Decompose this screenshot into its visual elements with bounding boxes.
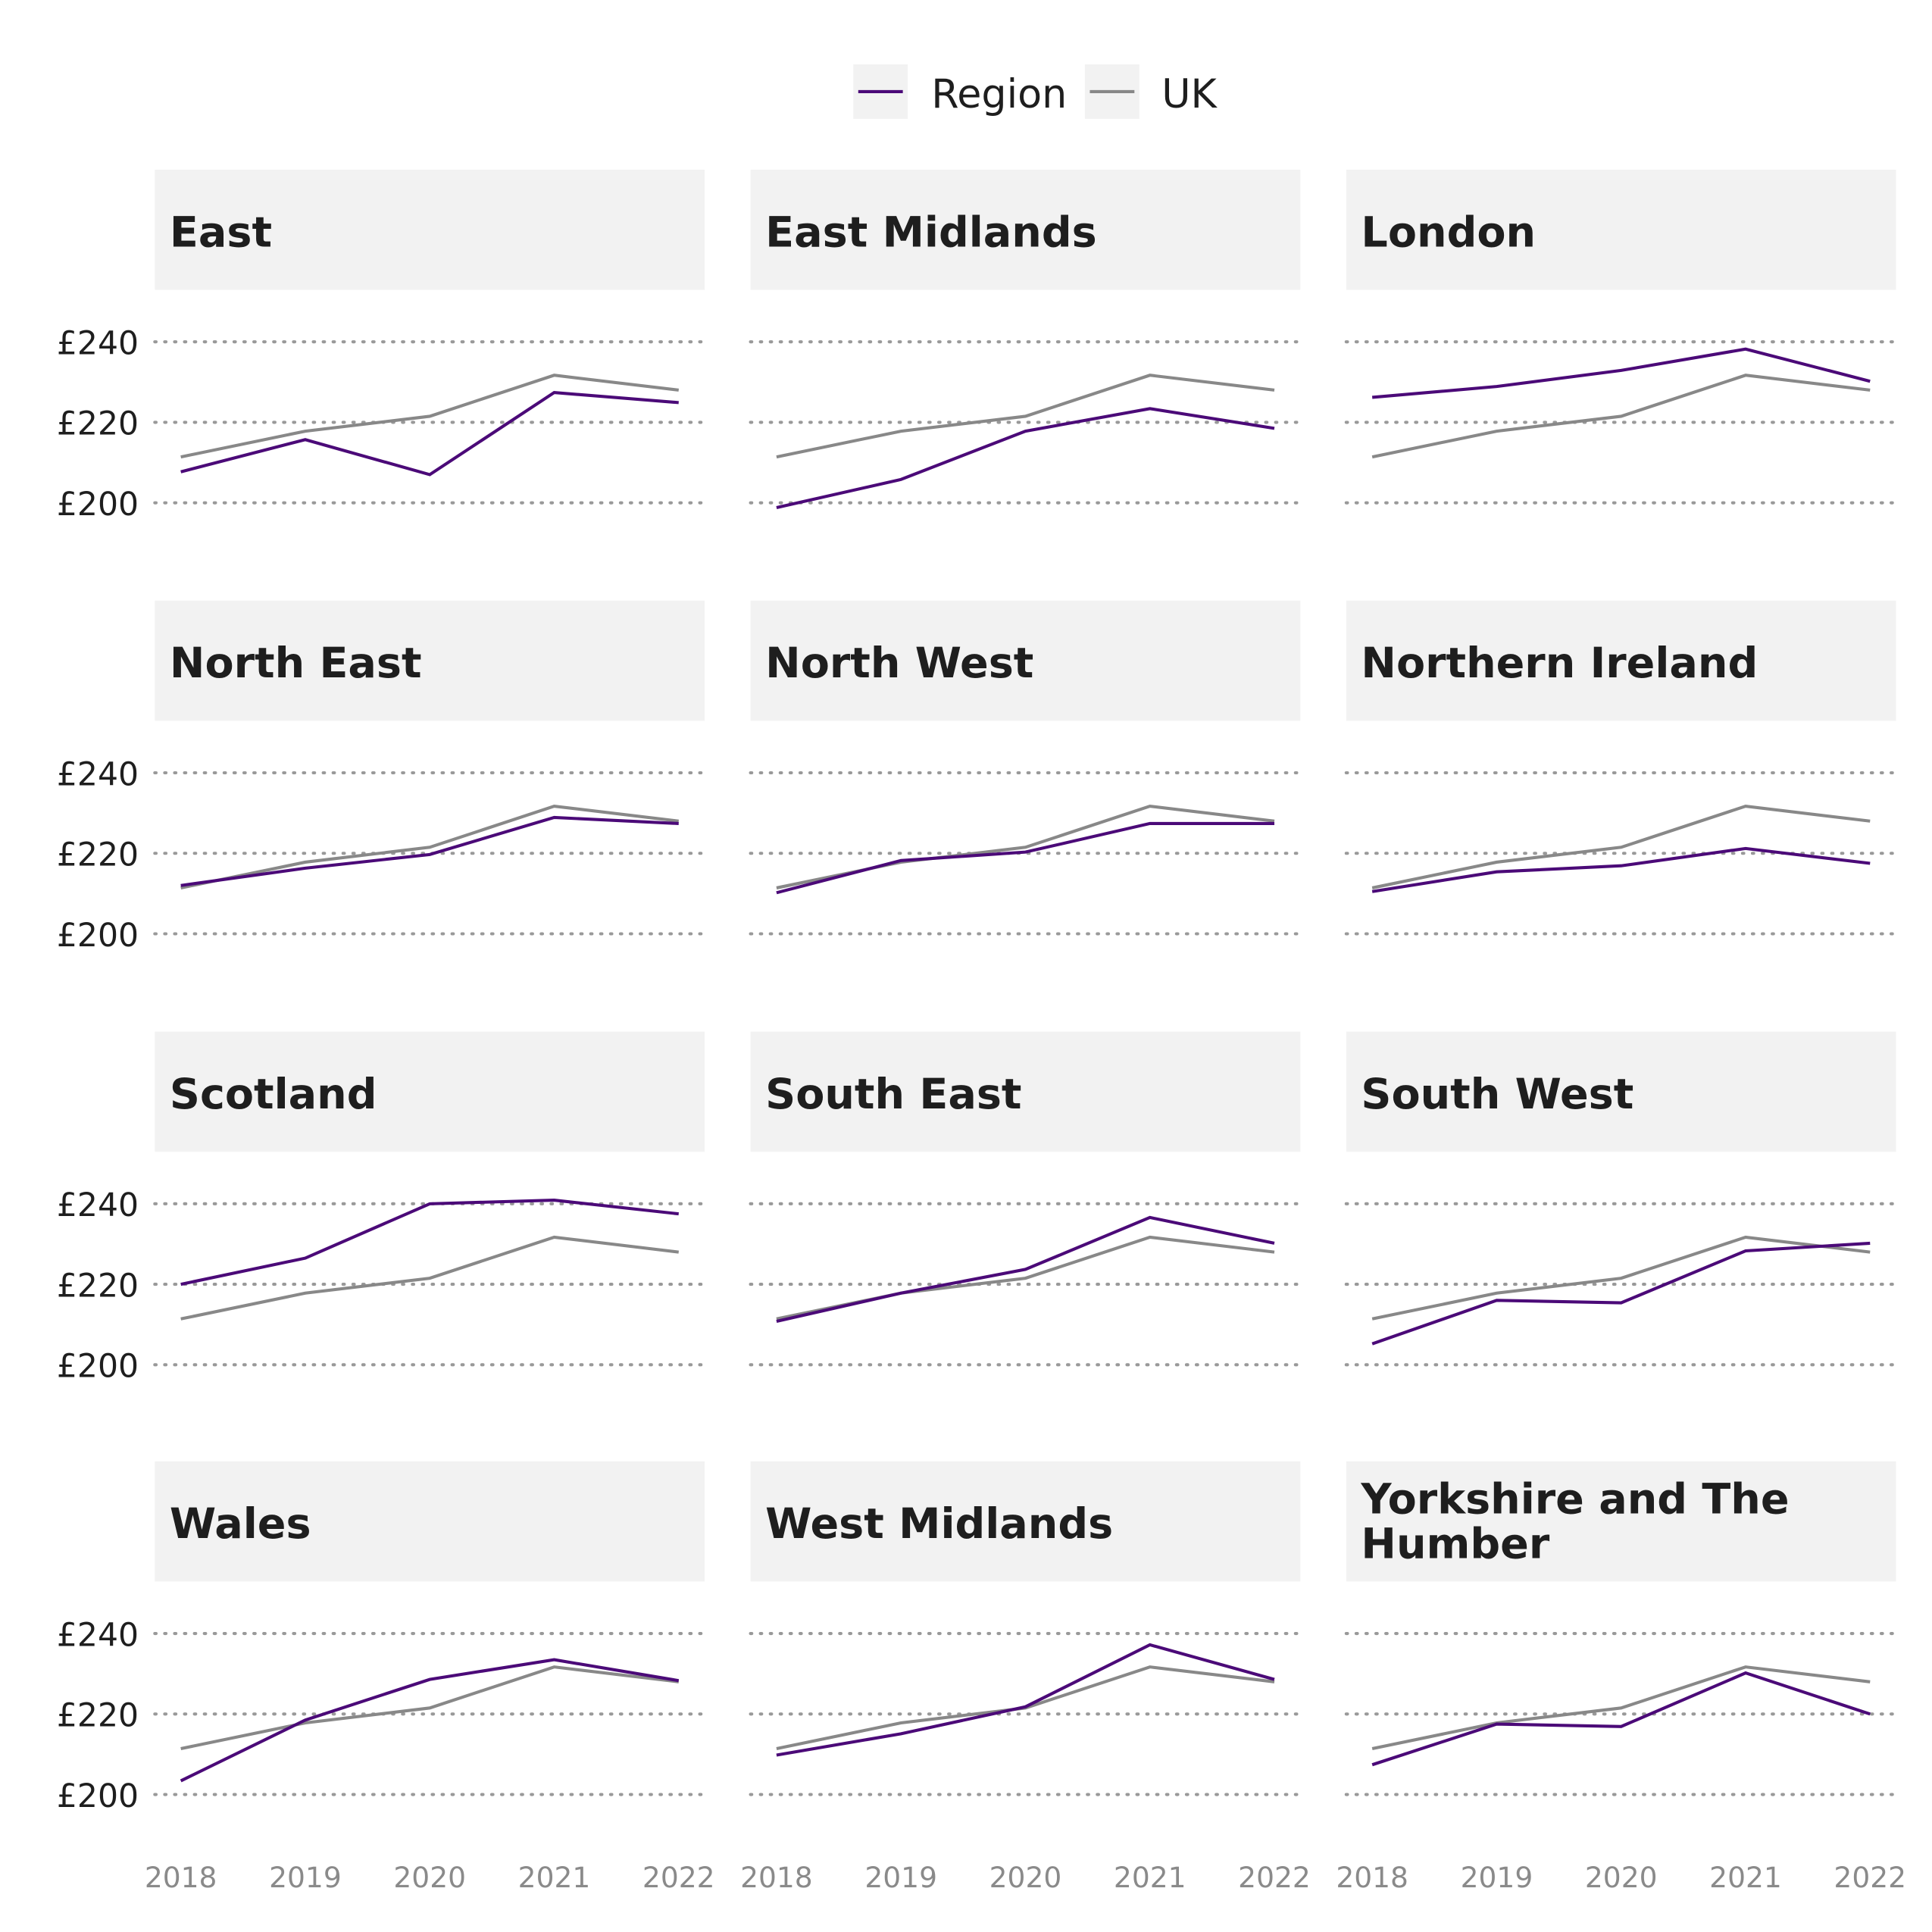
uk-line <box>1371 1235 1871 1321</box>
uk-line <box>180 1235 680 1321</box>
region-line <box>1371 1241 1871 1346</box>
region-line <box>776 407 1275 510</box>
panel-strip <box>155 169 705 290</box>
panel-title: East Midlands <box>765 208 1096 257</box>
panel-london: London <box>1344 169 1898 505</box>
x-tick-label: 2020 <box>989 1861 1062 1894</box>
panel-strip <box>1346 169 1896 290</box>
panel-strip <box>750 169 1301 290</box>
region-line <box>180 390 679 477</box>
panel-scotland: Scotland £200 £220 £240 <box>57 1031 707 1386</box>
panel-title: East <box>170 208 272 257</box>
panel-strip <box>750 1461 1301 1582</box>
x-tick-label: 2022 <box>1238 1861 1311 1894</box>
uk-line <box>776 805 1275 889</box>
panel-strip <box>155 1031 705 1152</box>
y-tick-label: £220 <box>57 406 139 443</box>
x-tick-label: 2020 <box>1585 1861 1658 1894</box>
x-tick-label: 2018 <box>1336 1861 1408 1894</box>
panel-northern-ireland: Northern Ireland <box>1344 600 1898 936</box>
y-tick-label: £240 <box>57 1617 139 1654</box>
panel-title: Yorkshire and The <box>1360 1474 1789 1524</box>
panel-title: West Midlands <box>765 1499 1113 1549</box>
uk-line <box>776 374 1275 459</box>
panel-east: East £200 £220 £240 <box>57 169 707 524</box>
x-tick-label: 2019 <box>269 1861 342 1894</box>
region-line <box>180 1658 680 1783</box>
panel-title: North West <box>765 639 1033 688</box>
x-tick-label: 2019 <box>1461 1861 1533 1894</box>
y-tick-label: £220 <box>57 1698 139 1735</box>
panel-south-east: South East <box>749 1031 1302 1367</box>
panel-strip <box>1346 1031 1896 1152</box>
y-tick-label: £200 <box>57 1349 139 1386</box>
y-tick-label: £200 <box>57 918 139 955</box>
panel-strip <box>750 600 1301 721</box>
panel-east-midlands: East Midlands <box>749 169 1302 510</box>
x-tick-label: 2018 <box>740 1861 813 1894</box>
region-line <box>776 1215 1275 1323</box>
y-tick-label: £240 <box>57 325 139 362</box>
x-tick-label: 2022 <box>642 1861 715 1894</box>
region-line <box>1371 1671 1871 1767</box>
uk-line <box>1371 805 1871 889</box>
panel-strip <box>1346 600 1896 721</box>
uk-line <box>776 1235 1275 1321</box>
x-tick-label: 2019 <box>864 1861 937 1894</box>
panel-south-west: South West <box>1344 1031 1898 1367</box>
region-line <box>1371 846 1871 893</box>
uk-line <box>180 805 680 889</box>
panel-title: South East <box>765 1070 1021 1119</box>
y-tick-label: £240 <box>57 1187 139 1224</box>
region-line <box>180 1199 679 1286</box>
panel-title: Wales <box>170 1499 311 1549</box>
panel-north-west: North West <box>749 600 1302 936</box>
x-tick-label: 2018 <box>145 1861 217 1894</box>
panel-north-east: North East £200 £220 £240 <box>57 600 707 955</box>
region-line <box>776 821 1275 895</box>
legend-label: UK <box>1161 71 1218 117</box>
region-line <box>776 1643 1275 1757</box>
x-tick-label: 2020 <box>393 1861 466 1894</box>
legend: Region UK <box>853 64 1218 119</box>
panel-title: North East <box>170 639 422 688</box>
panel-wales: Wales £200 £220 £240 2018 2019 2020 2021 2022 <box>57 1461 715 1894</box>
region-line <box>1371 347 1871 399</box>
panel-title: Northern Ireland <box>1361 639 1758 688</box>
uk-line <box>1371 374 1871 459</box>
panel-title: Scotland <box>170 1070 377 1119</box>
x-tick-label: 2022 <box>1834 1861 1906 1894</box>
y-tick-label: £200 <box>57 486 139 524</box>
x-tick-label: 2021 <box>1114 1861 1186 1894</box>
y-tick-label: £220 <box>57 837 139 874</box>
x-tick-label: 2021 <box>518 1861 591 1894</box>
panel-strip <box>750 1031 1301 1152</box>
panel-title: Humber <box>1361 1519 1549 1568</box>
panel-strip <box>155 1461 705 1582</box>
panel-west-midlands: West Midlands 2018 2019 2020 2021 2022 <box>740 1461 1311 1894</box>
uk-line <box>180 374 680 459</box>
panel-title: London <box>1361 208 1536 257</box>
legend-label: Region <box>931 71 1067 117</box>
panel-title: South West <box>1361 1070 1633 1119</box>
y-tick-label: £240 <box>57 756 139 793</box>
y-tick-label: £200 <box>57 1778 139 1815</box>
uk-line <box>1371 1665 1871 1750</box>
panel-strip <box>1346 1461 1896 1582</box>
panel-strip <box>155 600 705 721</box>
uk-line <box>180 1665 680 1750</box>
x-tick-label: 2021 <box>1709 1861 1782 1894</box>
y-tick-label: £220 <box>57 1268 139 1305</box>
panels: East £200 £220 £240 East Midlands London North… <box>57 169 1906 1894</box>
region-line <box>180 815 679 887</box>
